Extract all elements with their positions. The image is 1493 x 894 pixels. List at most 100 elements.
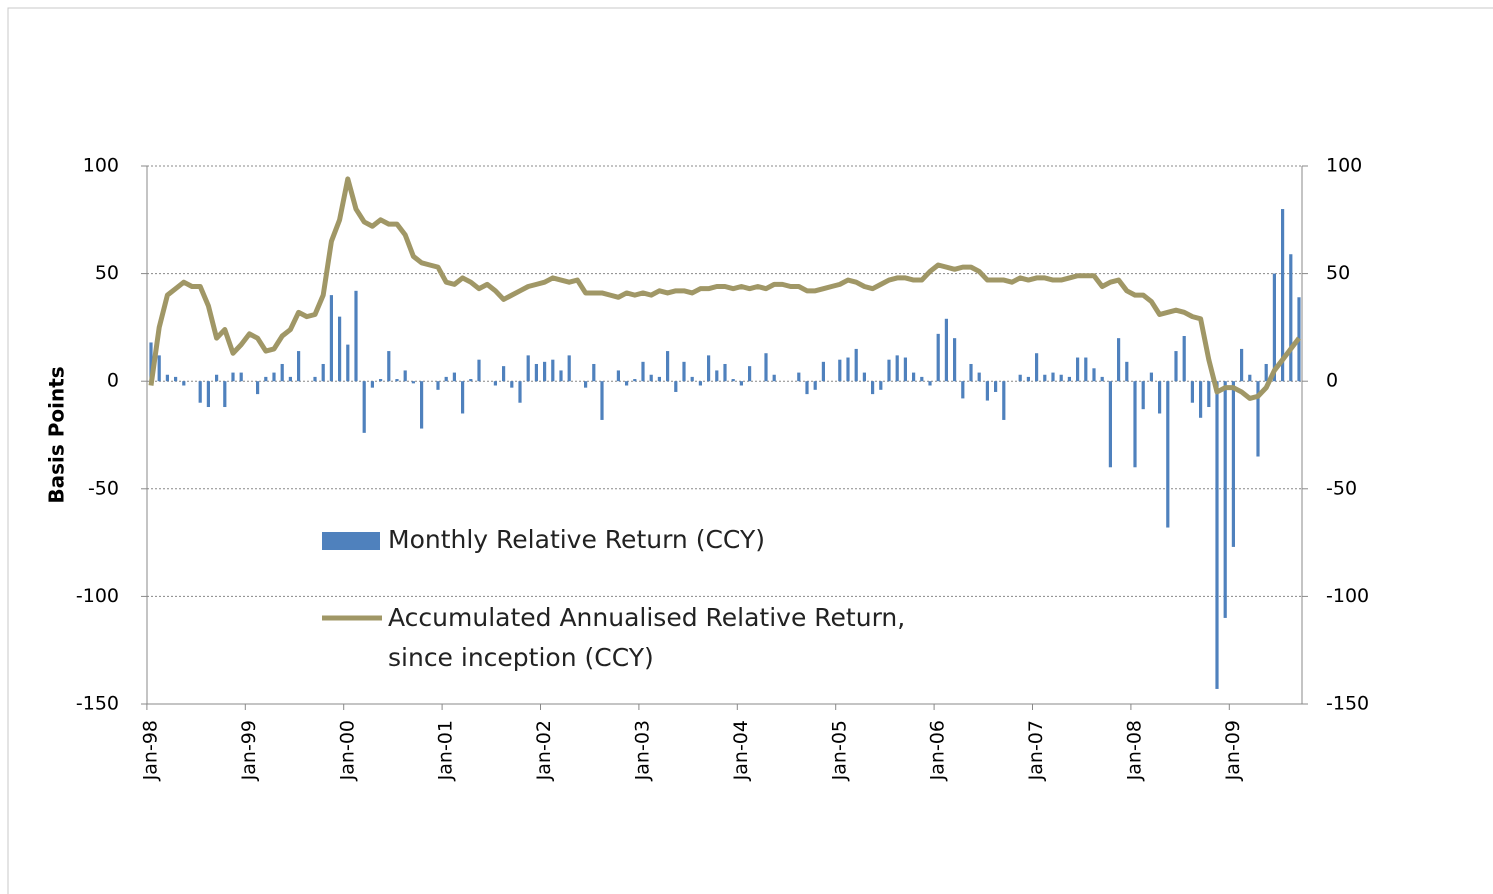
x-tick-label: Jan-05: [828, 720, 850, 781]
bar: [403, 370, 407, 382]
bar: [1174, 351, 1178, 382]
bar: [1108, 381, 1112, 468]
bar: [994, 381, 998, 392]
bar: [1026, 376, 1030, 382]
bar: [1248, 374, 1252, 382]
bar: [379, 379, 383, 382]
bar: [666, 351, 670, 382]
bar: [567, 355, 571, 382]
y2-tick-label: -50: [1326, 477, 1357, 499]
bar: [157, 355, 161, 382]
y-tick-label: -150: [76, 693, 119, 715]
bar: [362, 381, 366, 433]
x-tick-label: Jan-04: [730, 720, 752, 781]
bar: [198, 381, 202, 403]
x-tick-label: Jan-00: [336, 720, 358, 781]
bar: [592, 363, 596, 382]
bar: [1035, 353, 1039, 382]
x-tick-label: Jan-02: [533, 720, 555, 781]
bar: [1256, 381, 1260, 457]
line: [148, 176, 1301, 401]
bar: [346, 344, 350, 382]
y-tick-label: -100: [76, 585, 119, 607]
bar: [215, 374, 219, 382]
bar: [969, 363, 973, 382]
y2-tick-label: 0: [1326, 370, 1338, 392]
bar: [977, 372, 981, 382]
bar: [912, 372, 916, 382]
bar: [444, 376, 448, 382]
legend-item: Accumulated Annualised Relative Return, …: [322, 598, 958, 678]
bar: [370, 381, 374, 388]
frame: [7, 7, 1493, 894]
x-tick-label: Jan-99: [238, 720, 260, 781]
bar: [871, 381, 875, 395]
bar: [838, 359, 842, 382]
bar: [477, 359, 481, 382]
bar: [805, 381, 809, 395]
bar: [903, 357, 907, 382]
y-tick-label: 100: [83, 155, 119, 177]
legend-label: Accumulated Annualised Relative Return, …: [388, 603, 906, 672]
bar: [231, 372, 235, 382]
bar: [797, 372, 801, 382]
bar: [395, 379, 399, 382]
bar: [1223, 381, 1227, 618]
bar: [469, 379, 473, 382]
bar: [715, 370, 719, 382]
y2-tick-label: 100: [1326, 155, 1362, 177]
bar: [854, 348, 858, 382]
bar: [420, 381, 424, 429]
bar: [559, 370, 563, 382]
bar: [1133, 381, 1137, 468]
bar: [329, 295, 333, 382]
y-tick-label: 50: [95, 262, 119, 284]
bar: [953, 338, 957, 382]
bar: [616, 370, 620, 382]
bar: [182, 381, 186, 386]
bar: [1076, 357, 1080, 382]
bar: [846, 357, 850, 382]
bar: [526, 355, 530, 382]
bar: [297, 351, 301, 382]
bar: [510, 381, 514, 388]
bar: [1264, 363, 1268, 382]
bar: [1158, 381, 1162, 414]
bar: [633, 379, 637, 382]
bar: [731, 379, 735, 382]
bar: [1059, 374, 1063, 382]
bar: [493, 381, 497, 386]
y-tick-label: 0: [107, 370, 119, 392]
bar: [1272, 273, 1276, 382]
bar: [1067, 376, 1071, 382]
bar: [534, 363, 538, 382]
bar: [641, 361, 645, 382]
bar: [411, 381, 415, 384]
y2-tick-label: -100: [1326, 585, 1369, 607]
x-tick-label: Jan-07: [1025, 720, 1047, 781]
bar: [682, 361, 686, 382]
bar: [698, 381, 702, 386]
legend-item: Monthly Relative Return (CCY): [322, 520, 958, 560]
bar: [813, 381, 817, 390]
bar: [961, 381, 965, 399]
bar: [1100, 376, 1104, 382]
bar: [1092, 368, 1096, 382]
y-tick-label: -50: [88, 477, 119, 499]
bar: [690, 376, 694, 382]
bar: [256, 381, 260, 395]
bar: [936, 333, 940, 382]
bar: [657, 376, 661, 382]
bar: [1166, 381, 1170, 528]
bar: [1215, 381, 1219, 689]
bar: [1149, 372, 1153, 382]
bar: [354, 290, 358, 382]
bar: [1002, 381, 1006, 420]
bar: [338, 316, 342, 382]
bar: [452, 372, 456, 382]
bar: [264, 376, 268, 382]
bar: [149, 342, 153, 382]
bar: [928, 381, 932, 386]
bar: [321, 363, 325, 382]
bar: [944, 318, 948, 382]
